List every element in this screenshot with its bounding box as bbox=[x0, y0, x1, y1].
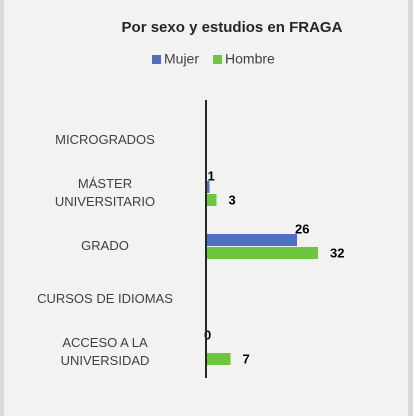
legend-label: Mujer bbox=[164, 51, 199, 67]
category-label: GRADO bbox=[81, 238, 129, 253]
chart-svg: Por sexo y estudios en FRAGA Mujer Hombre… bbox=[122, 19, 344, 378]
category-label: MICROGRADOS bbox=[55, 132, 155, 147]
bar bbox=[206, 234, 297, 246]
chart: Por sexo y estudios en FRAGA Mujer Hombre… bbox=[4, 0, 408, 416]
value-label: 3 bbox=[229, 192, 236, 207]
legend-label: Hombre bbox=[225, 51, 275, 67]
category-label: CURSOS DE IDIOMAS bbox=[37, 291, 173, 306]
legend-swatch bbox=[152, 55, 161, 64]
value-label: 1 bbox=[208, 168, 215, 183]
bar bbox=[206, 247, 318, 259]
value-label: 26 bbox=[295, 221, 309, 236]
value-label: 32 bbox=[330, 245, 344, 260]
bar bbox=[206, 353, 231, 365]
bar bbox=[206, 194, 217, 206]
value-label: 7 bbox=[243, 351, 250, 366]
category-label: ACCESO A LA UNIVERSIDAD bbox=[60, 335, 150, 368]
value-label: 0 bbox=[204, 327, 211, 342]
chart-title: Por sexo y estudios en FRAGA bbox=[122, 19, 343, 36]
legend-swatch bbox=[213, 55, 223, 64]
category-label: MÁSTER UNIVERSITARIO bbox=[54, 176, 156, 209]
bar bbox=[206, 181, 210, 193]
